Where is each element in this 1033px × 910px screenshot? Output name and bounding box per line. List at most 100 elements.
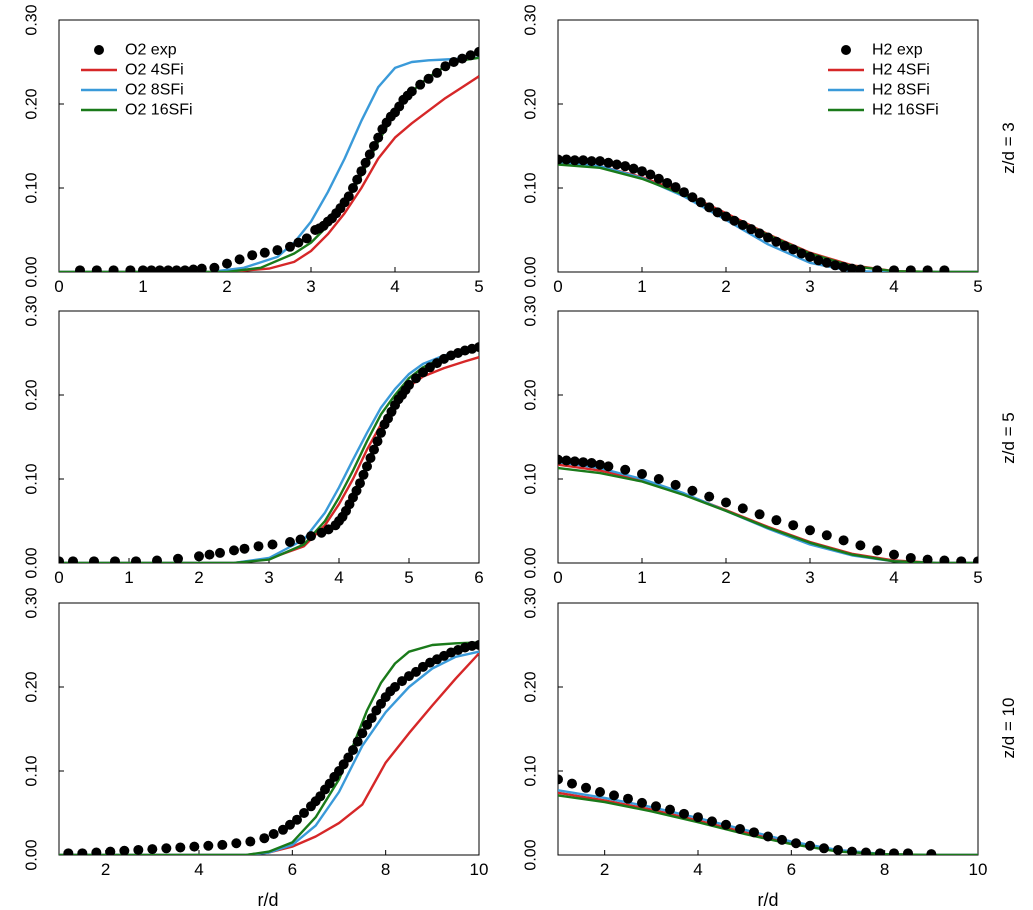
data-point — [352, 736, 363, 747]
data-point — [889, 549, 899, 560]
data-point — [637, 797, 647, 808]
data-point — [209, 262, 220, 272]
data-point — [628, 163, 639, 174]
x-tick-label: 1 — [124, 568, 133, 587]
legend-item: H2 4SFi — [828, 62, 930, 79]
data-point — [561, 455, 572, 466]
data-point — [754, 228, 765, 239]
data-point — [586, 458, 597, 469]
data-point — [805, 251, 815, 262]
x-tick-label: 4 — [194, 860, 203, 879]
y-tick-label: 0.00 — [523, 547, 540, 578]
data-point — [729, 215, 740, 226]
data-point — [771, 236, 782, 247]
panel-o2_z10: 2 4 6 8 10 0.00 0.10 0.20 0.30 — [24, 587, 489, 879]
legend-item: H2 exp — [841, 42, 923, 59]
data-point — [234, 254, 245, 265]
data-point — [763, 831, 773, 842]
series-line-h2-16sfi — [558, 163, 978, 272]
data-point — [163, 265, 174, 272]
data-point — [147, 844, 158, 855]
x-tick-label: 5 — [404, 568, 413, 587]
data-point — [423, 73, 434, 84]
x-tick-label: 3 — [805, 568, 814, 587]
legend-label: O2 16SFi — [125, 102, 193, 119]
data-point — [838, 535, 849, 546]
x-tick-label: 2 — [600, 860, 609, 879]
data-point — [348, 183, 358, 193]
data-point — [620, 464, 631, 475]
y-tick-label: 0.20 — [523, 671, 540, 702]
data-point — [373, 132, 384, 143]
data-point — [861, 847, 871, 855]
data-point — [645, 169, 656, 180]
data-point — [581, 782, 591, 793]
x-tick-label: 5 — [474, 277, 483, 296]
y-tick-label: 0.30 — [24, 295, 41, 326]
data-point — [119, 845, 130, 855]
data-point — [721, 819, 731, 830]
legend-label: H2 exp — [872, 42, 923, 59]
data-point — [351, 485, 362, 496]
data-point — [285, 241, 295, 252]
series-line-h2-8sfi — [558, 160, 978, 272]
data-point — [805, 840, 815, 851]
legend: O2 exp O2 4SFi O2 8SFi O2 16SFi — [81, 42, 193, 119]
y-tick-label: 0.30 — [24, 4, 41, 35]
data-point — [474, 342, 479, 353]
x-tick-label: 0 — [553, 277, 562, 296]
y-tick-label: 0.20 — [24, 379, 41, 410]
data-point — [154, 265, 165, 272]
y-tick-label: 0.20 — [24, 88, 41, 119]
data-point — [813, 255, 824, 266]
data-point — [360, 157, 371, 168]
data-point — [196, 263, 207, 272]
data-point — [603, 461, 614, 472]
data-point — [138, 265, 148, 272]
data-point — [59, 556, 64, 563]
data-point — [108, 265, 119, 272]
x-tick-label: 2 — [101, 860, 110, 879]
data-point — [292, 814, 302, 825]
data-point — [855, 540, 866, 551]
data-point — [356, 166, 367, 177]
legend-item: H2 8SFi — [828, 82, 930, 99]
data-point — [247, 250, 258, 261]
legend-label: O2 8SFi — [125, 82, 184, 99]
data-point — [847, 846, 857, 855]
data-point — [343, 191, 354, 202]
legend-label: O2 4SFi — [125, 62, 184, 79]
data-point — [788, 520, 799, 531]
data-point — [253, 541, 264, 552]
series-line-h2-16sfi — [558, 466, 978, 563]
data-point — [293, 237, 304, 248]
data-point — [125, 265, 136, 272]
data-point — [105, 846, 116, 855]
x-tick-label: 2 — [721, 568, 730, 587]
data-point — [939, 265, 950, 272]
data-point — [432, 67, 442, 78]
data-point — [175, 842, 186, 853]
x-tick-label: 2 — [222, 277, 231, 296]
data-point — [805, 525, 815, 536]
data-point — [217, 839, 228, 850]
legend-item: O2 16SFi — [81, 102, 193, 119]
x-tick-label: 2 — [194, 568, 203, 587]
data-point — [68, 556, 78, 563]
data-point — [567, 778, 577, 789]
data-point — [620, 161, 631, 172]
data-point — [712, 207, 723, 218]
legend-label: H2 16SFi — [872, 102, 939, 119]
data-point — [369, 444, 379, 455]
data-point — [239, 543, 250, 554]
data-point — [474, 46, 479, 57]
data-point — [352, 174, 363, 185]
legend-label: H2 8SFi — [872, 82, 930, 99]
x-tick-label: 0 — [54, 277, 63, 296]
series-line-h2-4sfi — [558, 161, 978, 272]
plot-frame — [58, 602, 480, 856]
data-point — [110, 556, 120, 563]
data-point — [229, 545, 239, 556]
data-point — [903, 848, 913, 855]
x-tick-label: 1 — [637, 277, 646, 296]
